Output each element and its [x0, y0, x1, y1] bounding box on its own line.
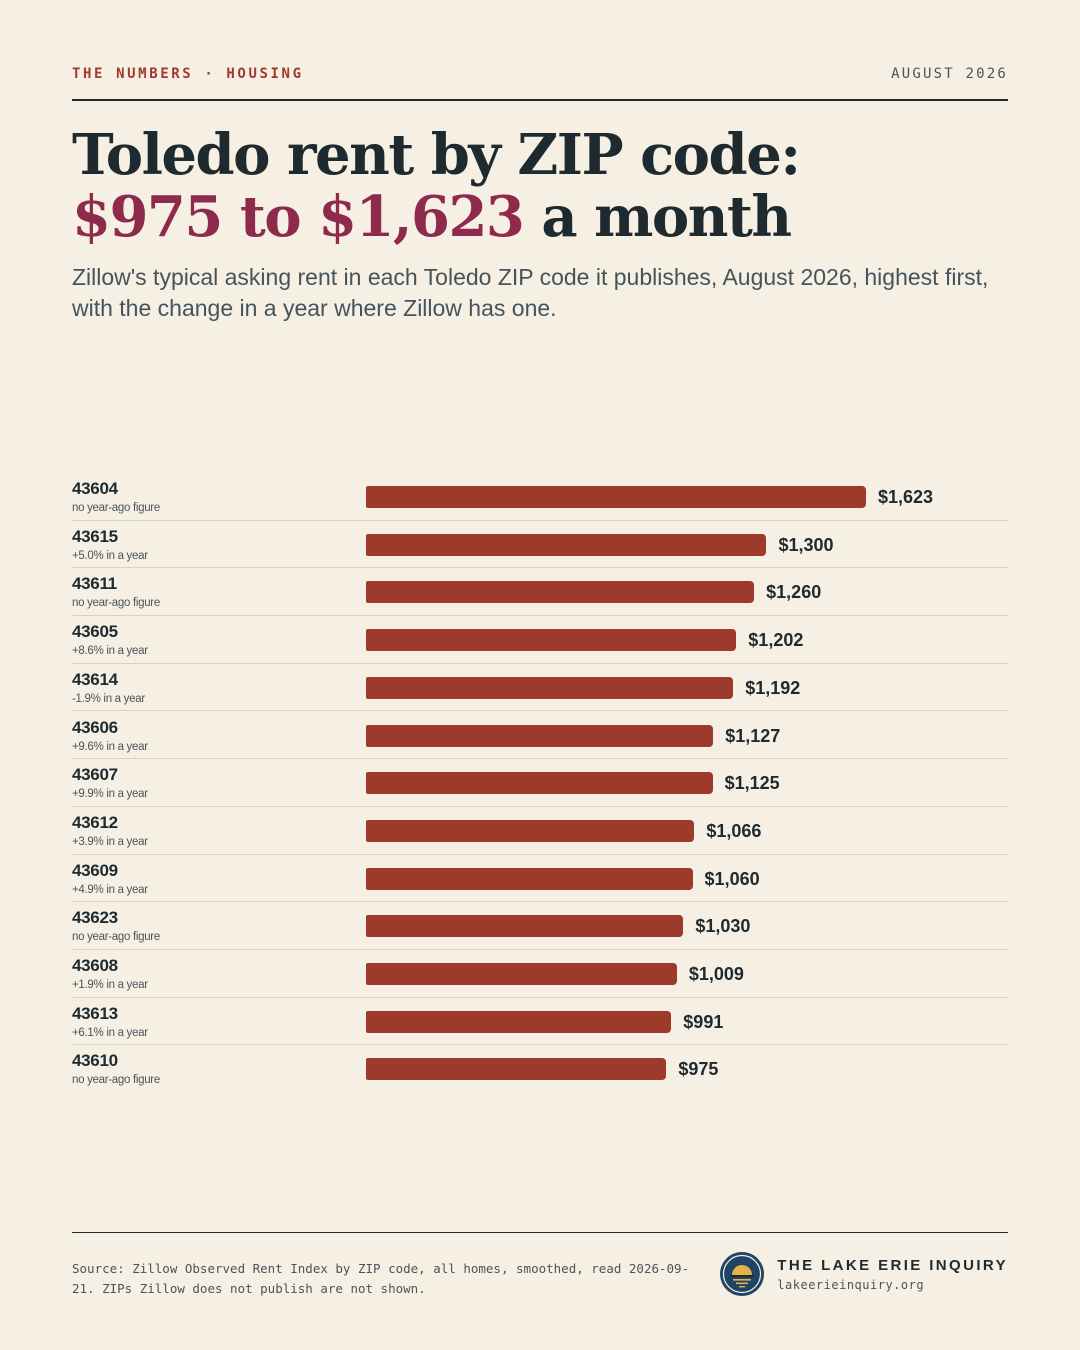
chart-row: 43615 +5.0% in a year $1,300 — [72, 521, 1008, 569]
chart-row: 43606 +9.6% in a year $1,127 — [72, 712, 1008, 760]
rent-value-label: $1,260 — [766, 582, 822, 603]
section-kicker: THE NUMBERS · HOUSING — [72, 66, 304, 82]
chart-row: 43610 no year-ago figure $975 — [72, 1045, 1008, 1093]
year-change-label: -1.9% in a year — [72, 692, 145, 705]
dek: Zillow's typical asking rent in each Tol… — [72, 264, 989, 321]
year-change-label: +4.9% in a year — [72, 883, 148, 896]
year-change-label: no year-ago figure — [72, 1074, 160, 1087]
headline-line-2: $975 to $1,623 a month — [72, 186, 1008, 248]
year-change-label: +9.9% in a year — [72, 788, 148, 801]
rent-value-label: $975 — [678, 1059, 719, 1080]
rent-value-label: $1,192 — [745, 677, 801, 698]
year-change-label: +9.6% in a year — [72, 740, 148, 753]
row-divider — [72, 710, 1008, 712]
row-divider — [72, 1044, 1008, 1046]
rent-bar — [366, 486, 866, 508]
headline: Toledo rent by ZIP code: $975 to $1,623 … — [72, 124, 1008, 248]
chart-row: 43604 no year-ago figure $1,623 — [72, 473, 1008, 521]
publisher-url: lakeerieinquiry.org — [777, 1277, 925, 1292]
zip-label: 43611 — [72, 574, 117, 594]
headline-range: $975 to $1,623 — [72, 184, 525, 250]
publisher-name: THE LAKE ERIE INQUIRY — [777, 1256, 1008, 1274]
rent-bar — [366, 1010, 672, 1033]
zip-label: 43615 — [72, 526, 118, 546]
year-change-label: no year-ago figure — [72, 931, 160, 944]
rent-bar — [366, 676, 734, 699]
sunset-over-lake-seal-icon — [720, 1252, 765, 1296]
row-divider — [72, 901, 1008, 903]
year-change-label: +3.9% in a year — [72, 835, 148, 848]
rent-bar — [366, 867, 693, 890]
chart-row: 43605 +8.6% in a year $1,202 — [72, 616, 1008, 664]
zip-label: 43610 — [72, 1051, 118, 1071]
rent-bar — [366, 629, 737, 652]
rent-value-label: $1,202 — [748, 630, 804, 651]
rent-value-label: $1,009 — [688, 964, 744, 984]
year-change-label: +8.6% in a year — [72, 645, 148, 658]
row-divider — [72, 662, 1008, 664]
zip-label: 43609 — [72, 860, 118, 880]
rent-value-label: $1,060 — [704, 868, 760, 889]
rent-bar — [366, 915, 684, 938]
dateline: AUGUST 2026 — [891, 66, 1008, 82]
footer-rule — [72, 1232, 1008, 1233]
row-divider — [72, 996, 1008, 998]
zip-label: 43604 — [72, 479, 118, 498]
header-rule — [72, 99, 1008, 101]
chart-row: 43609 +4.9% in a year $1,060 — [72, 855, 1008, 903]
rent-bar — [366, 819, 695, 842]
row-divider — [72, 615, 1008, 617]
zip-label: 43605 — [72, 622, 118, 642]
zip-label: 43608 — [72, 956, 118, 975]
infographic-page: THE NUMBERS · HOUSING AUGUST 2026 Toledo… — [72, 0, 1008, 1350]
zip-label: 43606 — [72, 717, 118, 737]
row-divider — [72, 758, 1008, 760]
chart-row: 43614 -1.9% in a year $1,192 — [72, 664, 1008, 712]
zip-label: 43607 — [72, 765, 118, 785]
rent-value-label: $1,125 — [724, 773, 780, 794]
rent-value-label: $1,127 — [725, 725, 781, 746]
row-divider — [72, 853, 1008, 855]
chart-row: 43611 no year-ago figure $1,260 — [72, 568, 1008, 617]
publisher-brand: THE LAKE ERIE INQUIRY lakeerieinquiry.or… — [719, 1251, 1008, 1297]
row-divider — [72, 805, 1008, 807]
year-change-label: no year-ago figure — [72, 597, 160, 610]
headline-suffix: a month — [523, 184, 792, 250]
chart-row: 43612 +3.9% in a year $1,066 — [72, 807, 1008, 855]
year-change-label: +1.9% in a year — [72, 979, 148, 991]
rent-bar — [366, 533, 767, 556]
rent-value-label: $991 — [683, 1011, 724, 1032]
zip-label: 43614 — [72, 669, 118, 689]
rent-bar-chart: 43604 no year-ago figure $1,623 43615 +5.0% … — [72, 473, 1008, 1093]
row-divider — [72, 948, 1008, 950]
zip-label: 43612 — [72, 812, 118, 832]
source-note: Source: Zillow Observed Rent Index by ZI… — [72, 1261, 690, 1296]
rent-bar — [366, 724, 714, 747]
rent-bar — [366, 772, 713, 795]
zip-label: 43623 — [72, 908, 118, 928]
rent-value-label: $1,030 — [695, 916, 751, 937]
year-change-label: +5.0% in a year — [72, 549, 148, 562]
rent-value-label: $1,300 — [778, 534, 834, 555]
headline-line-1: Toledo rent by ZIP code: — [72, 122, 801, 188]
rent-value-label: $1,066 — [706, 820, 762, 841]
chart-row: 43607 +9.9% in a year $1,125 — [72, 759, 1008, 807]
chart-row: 43608 +1.9% in a year $1,009 — [72, 950, 1008, 998]
row-divider — [72, 567, 1008, 569]
chart-row: 43623 no year-ago figure $1,030 — [72, 902, 1008, 950]
rent-value-label: $1,623 — [878, 487, 934, 507]
year-change-label: no year-ago figure — [72, 502, 160, 514]
year-change-label: +6.1% in a year — [72, 1026, 148, 1039]
rent-bar — [366, 963, 677, 985]
row-divider — [72, 519, 1008, 521]
rent-bar — [366, 581, 755, 604]
chart-row: 43613 +6.1% in a year $991 — [72, 998, 1008, 1046]
zip-label: 43613 — [72, 1003, 118, 1023]
rent-bar — [366, 1058, 667, 1081]
header-row: THE NUMBERS · HOUSING AUGUST 2026 — [72, 64, 1008, 84]
